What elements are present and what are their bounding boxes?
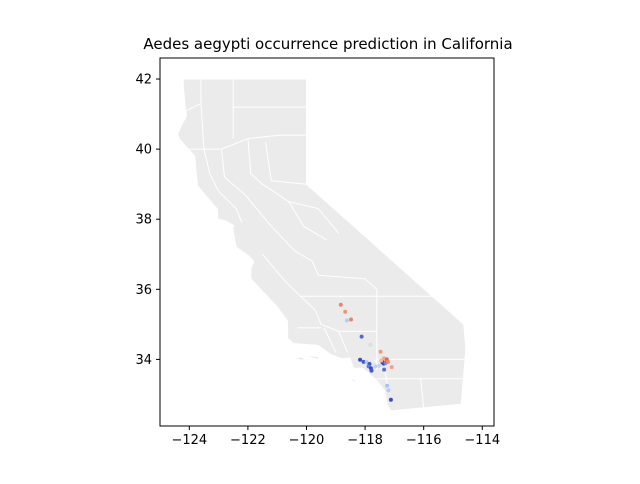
county-boundary [262, 183, 340, 234]
channel-island [293, 356, 307, 362]
county-boundary [265, 142, 307, 185]
county-boundary [376, 295, 454, 311]
occurrence-point [364, 360, 369, 365]
occurrence-points [338, 302, 394, 402]
y-tick-label: 38 [135, 213, 152, 228]
x-axis: −124 −122 −120 −118 −116 −114 [171, 426, 500, 448]
occurrence-point [338, 302, 343, 307]
county-boundary [247, 138, 263, 185]
county-boundary [200, 103, 205, 150]
county-boundary [270, 225, 319, 276]
y-axis: 34 36 38 40 42 [135, 73, 160, 368]
occurrence-point [358, 357, 363, 362]
channel-island [307, 355, 321, 360]
county-boundary [318, 274, 378, 290]
y-tick-label: 34 [135, 353, 152, 368]
county-boundary [218, 190, 243, 223]
occurrence-point [386, 388, 391, 393]
x-tick-label: −120 [289, 433, 325, 448]
plot-area [177, 78, 471, 412]
occurrence-point [343, 309, 348, 314]
county-boundary [338, 331, 348, 353]
occurrence-point [385, 359, 390, 364]
county-boundary [244, 194, 272, 227]
occurrence-point [373, 364, 378, 369]
california-basemap [177, 78, 471, 412]
y-tick-label: 36 [135, 283, 152, 298]
county-boundary [221, 149, 246, 196]
occurrence-point [385, 383, 390, 388]
channel-island [332, 376, 336, 378]
channel-island [347, 377, 358, 385]
county-boundary [262, 253, 316, 311]
x-tick-label: −116 [406, 433, 442, 448]
county-boundary [314, 310, 377, 332]
x-tick-label: −122 [230, 433, 266, 448]
county-boundary [288, 201, 328, 241]
occurrence-point [382, 367, 387, 372]
occurrence-point [361, 359, 366, 364]
x-tick-label: −114 [464, 433, 500, 448]
x-tick-label: −124 [171, 433, 207, 448]
occurrence-point [389, 365, 394, 370]
occurrence-point [344, 318, 349, 323]
x-tick-label: −118 [347, 433, 383, 448]
occurrence-point [379, 358, 384, 363]
occurrence-point [359, 334, 364, 339]
y-tick-label: 40 [135, 143, 152, 158]
channel-island [347, 392, 355, 402]
occurrence-point [369, 368, 374, 373]
y-tick-label: 42 [135, 73, 152, 88]
occurrence-point [378, 349, 383, 354]
county-boundary [203, 148, 220, 192]
occurrence-point [349, 317, 353, 322]
axes-frame [159, 57, 495, 427]
county-boundary [420, 378, 425, 409]
county-boundary [323, 327, 337, 353]
occurrence-point [377, 363, 382, 368]
occurrence-point [388, 397, 393, 402]
chart-title: Aedes aegypti occurrence prediction in C… [143, 35, 512, 53]
occurrence-point [368, 342, 373, 347]
